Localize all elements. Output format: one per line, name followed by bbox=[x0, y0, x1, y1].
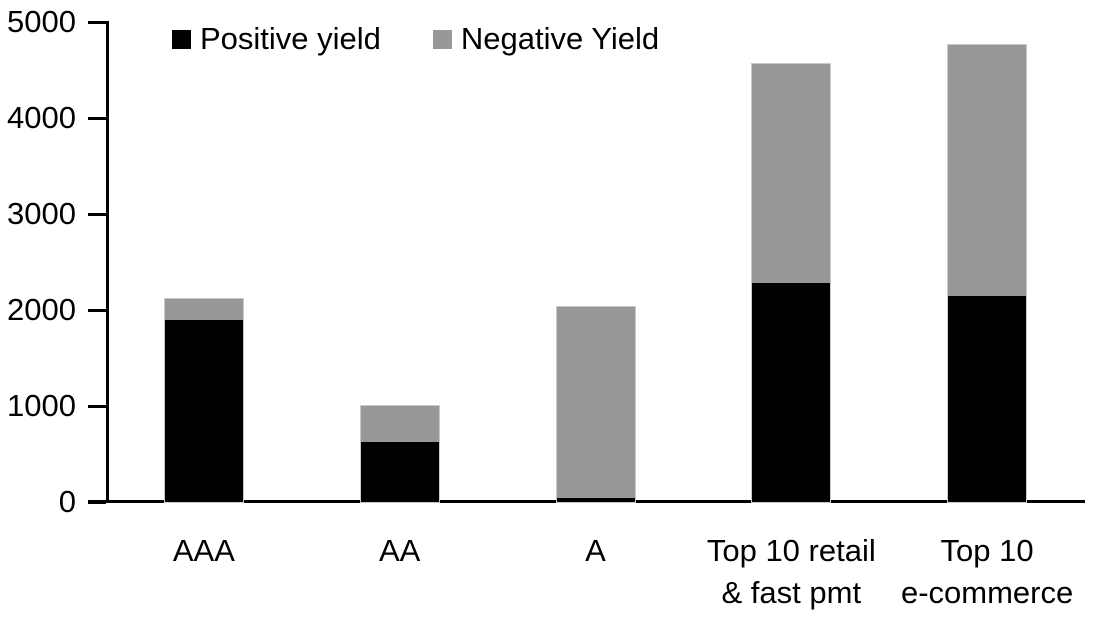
y-tick-5000 bbox=[88, 20, 106, 24]
legend-item-negative-yield: Negative Yield bbox=[432, 21, 660, 56]
bar-segment-positive-yield-top-10-e-commerce bbox=[948, 295, 1027, 502]
legend-swatch-positive-yield bbox=[172, 29, 191, 49]
y-tick-label-4000: 4000 bbox=[7, 100, 76, 135]
y-tick-4000 bbox=[88, 116, 106, 120]
x-label-aaa: AAA bbox=[172, 533, 235, 568]
bar-segment-negative-yield-aa bbox=[360, 406, 439, 443]
y-tick-label-1000: 1000 bbox=[7, 388, 76, 423]
legend-swatch-negative-yield bbox=[432, 29, 452, 49]
y-axis-line bbox=[106, 21, 109, 503]
x-label-top-10-retail-fast-pmt: Top 10 retail & fast pmt bbox=[706, 533, 876, 610]
bar-segment-positive-yield-aa bbox=[360, 442, 439, 502]
legend-label-positive-yield: Positive yield bbox=[200, 21, 381, 56]
bar-aaa bbox=[163, 298, 244, 503]
y-tick-2000 bbox=[88, 308, 106, 312]
legend-item-positive-yield: Positive yield bbox=[172, 22, 381, 56]
bar-segment-positive-yield-aaa bbox=[164, 319, 243, 502]
y-tick-label-2000: 2000 bbox=[7, 292, 76, 327]
bar-segment-negative-yield-a bbox=[556, 307, 635, 499]
bar-segment-positive-yield-top-10-retail-fast-pmt bbox=[752, 283, 831, 502]
x-label-aa: AA bbox=[379, 533, 421, 568]
y-tick-0 bbox=[88, 500, 106, 504]
bar-top-10-retail-fast-pmt bbox=[751, 63, 832, 503]
legend-label-negative-yield: Negative Yield bbox=[460, 21, 660, 56]
bar-segment-negative-yield-top-10-retail-fast-pmt bbox=[752, 64, 831, 284]
bar-a bbox=[555, 306, 636, 503]
bar-segment-negative-yield-top-10-e-commerce bbox=[948, 45, 1027, 296]
y-tick-label-3000: 3000 bbox=[7, 196, 76, 231]
legend: Positive yield Negative Yield bbox=[172, 22, 659, 56]
bar-top-10-e-commerce bbox=[947, 44, 1028, 503]
y-tick-label-0: 0 bbox=[58, 484, 76, 519]
x-label-top-10-e-commerce: Top 10 e-commerce bbox=[900, 533, 1074, 610]
plot-area bbox=[106, 22, 1085, 503]
bar-aa bbox=[359, 405, 440, 503]
bar-segment-positive-yield-a bbox=[556, 498, 635, 502]
x-label-a: A bbox=[585, 533, 606, 568]
bar-segment-negative-yield-aaa bbox=[164, 299, 243, 320]
y-tick-3000 bbox=[88, 212, 106, 216]
y-tick-1000 bbox=[88, 404, 106, 408]
y-tick-label-5000: 5000 bbox=[7, 4, 76, 39]
